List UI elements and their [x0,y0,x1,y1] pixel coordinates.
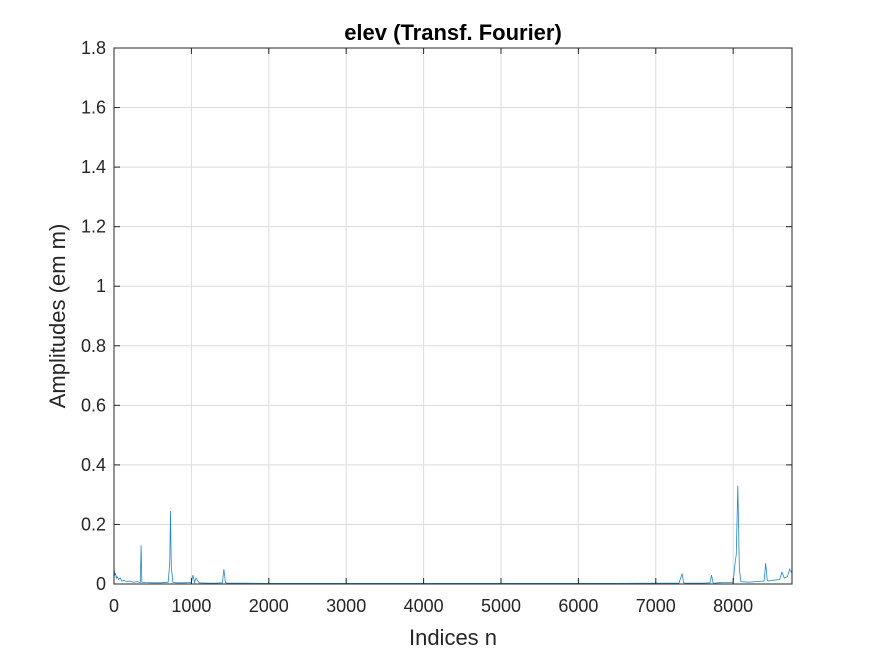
x-tick-label: 4000 [404,596,444,616]
x-tick-label: 2000 [249,596,289,616]
plot-area-background [114,48,792,584]
y-tick-label: 1 [96,276,106,296]
y-axis-label: Amplitudes (em m) [45,224,70,409]
axes-box [113,47,793,585]
y-tick-label: 1.4 [81,157,106,177]
y-tick-label: 1.2 [81,217,106,237]
y-tick-label: 0.4 [81,455,106,475]
y-tick-label: 1.6 [81,98,106,118]
x-tick-label: 0 [109,596,119,616]
grid [114,48,792,584]
x-tick-label: 5000 [481,596,521,616]
x-tick-label: 7000 [636,596,676,616]
x-tick-labels: 0 1000 2000 3000 4000 5000 6000 7000 8000 [109,596,753,616]
y-tick-label: 0.8 [81,336,106,356]
y-tick-labels: 0 0.2 0.4 0.6 0.8 1 1.2 1.4 1.6 1.8 [81,38,106,594]
y-tick-label: 0.2 [81,514,106,534]
chart-title: elev (Transf. Fourier) [344,20,562,45]
x-tick-label: 6000 [558,596,598,616]
y-tick-label: 0 [96,574,106,594]
y-tick-label: 1.8 [81,38,106,58]
y-tick-label: 0.6 [81,395,106,415]
x-tick-label: 8000 [713,596,753,616]
x-tick-label: 1000 [171,596,211,616]
x-axis-label: Indices n [409,625,497,650]
data-series-group [113,485,793,585]
x-tick-label: 3000 [326,596,366,616]
series-line-0 [113,485,793,585]
tick-marks [113,47,792,585]
